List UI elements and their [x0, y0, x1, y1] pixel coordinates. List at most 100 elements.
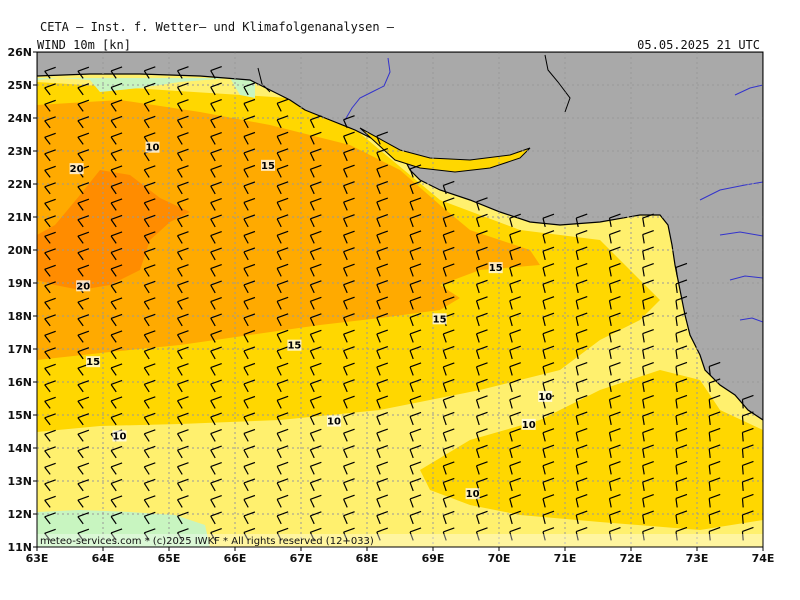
wind-barb: [642, 394, 654, 409]
wind-barb: [575, 296, 588, 310]
wind-barb: [675, 411, 688, 425]
wind-barb: [608, 378, 621, 393]
lat-tick-label: 26N: [7, 46, 32, 59]
wind-barb: [608, 279, 621, 294]
wind-barb: [44, 66, 56, 79]
wind-barb: [608, 494, 621, 508]
wind-barb: [77, 297, 90, 310]
wind-barb: [110, 214, 123, 228]
wind-barb: [442, 378, 455, 393]
wind-barb: [708, 526, 721, 541]
wind-barb: [642, 229, 654, 244]
wind-barb: [642, 460, 654, 475]
lon-tick-label: 65E: [158, 552, 181, 565]
wind-barb: [509, 296, 521, 310]
wind-barb: [343, 478, 355, 492]
wind-barb: [110, 412, 123, 426]
wind-barb: [642, 279, 654, 293]
lat-tick-label: 12N: [7, 508, 32, 521]
wind-barb: [309, 230, 322, 244]
wind-barb: [542, 263, 555, 277]
wind-barb: [542, 230, 555, 244]
wind-barb: [276, 362, 289, 376]
wind-barb: [741, 477, 754, 491]
wind-barb: [475, 411, 488, 426]
wind-barb: [708, 510, 721, 524]
wind-barb: [243, 98, 256, 112]
wind-barb: [509, 395, 521, 409]
wind-barb: [475, 279, 488, 294]
wind-barb: [309, 527, 322, 541]
axis-ticks: 63E 64E 65E 66E 67E 68E 69E 70E 71E 72E 73E 74E 26N 2…: [7, 46, 774, 565]
lon-tick-label: 69E: [422, 552, 445, 565]
wind-barb: [509, 279, 521, 294]
wind-barb: [44, 248, 56, 261]
wind-barb: [276, 98, 289, 112]
wind-barb: [110, 148, 123, 162]
wind-barb: [44, 215, 56, 228]
wind-barb: [77, 248, 90, 261]
wind-barb: [276, 329, 289, 343]
wind-barb: [44, 264, 56, 277]
wind-barb: [110, 478, 123, 492]
wind-barb: [176, 99, 189, 112]
wind-barb: [276, 296, 289, 310]
wind-barb: [608, 312, 621, 327]
wind-barb: [575, 345, 588, 360]
wind-barb: [243, 230, 256, 244]
wind-barb: [509, 411, 521, 426]
lat-tick-label: 22N: [7, 178, 32, 191]
wind-barb: [176, 379, 189, 393]
wind-barb: [110, 132, 123, 145]
wind-barb: [44, 363, 56, 376]
borders: [257, 54, 571, 113]
wind-barb: [509, 527, 521, 541]
wind-barb: [575, 477, 588, 492]
wind-barb: [376, 362, 389, 376]
wind-barb: [77, 396, 90, 409]
wind-barb: [243, 362, 256, 376]
wind-barb: [210, 396, 222, 409]
wind-barb: [110, 181, 123, 195]
wind-barb: [509, 428, 521, 442]
wind-barb: [143, 412, 156, 426]
wind-barb: [110, 363, 123, 376]
wind-barb: [708, 444, 721, 458]
wind-barb: [110, 165, 123, 178]
contour-label: 20: [70, 164, 84, 175]
wind-barb: [475, 296, 488, 310]
wind-barb: [442, 461, 455, 475]
wind-barb: [210, 346, 222, 360]
wind-barb: [176, 511, 189, 525]
wind-barb: [276, 461, 289, 475]
lon-tick-label: 74E: [752, 552, 775, 565]
wind-barb: [176, 346, 189, 360]
wind-barb: [542, 312, 555, 327]
wind-barb: [309, 263, 322, 277]
wind-barb: [143, 214, 156, 228]
wind-barb: [243, 197, 256, 211]
wind-barb: [176, 297, 189, 310]
wind-barb: [110, 495, 123, 508]
wind-barb: [110, 66, 123, 79]
wind-barb: [243, 115, 256, 129]
wind-barb: [509, 362, 521, 376]
band-20-25: [37, 100, 540, 360]
wind-barb: [309, 197, 322, 211]
wind-barb: [210, 478, 222, 492]
wind-barb: [243, 494, 256, 508]
wind-barb: [343, 263, 355, 277]
wind-barb: [409, 477, 422, 492]
wind-barb: [77, 66, 90, 79]
lon-tick-label: 73E: [686, 552, 709, 565]
wind-barb: [210, 165, 222, 178]
wind-barb: [675, 526, 688, 541]
wind-barb: [77, 231, 90, 244]
wind-barb: [243, 379, 256, 393]
wind-barb: [44, 446, 56, 459]
wind-barb: [77, 116, 90, 129]
wind-barb: [343, 181, 355, 195]
wind-barb: [276, 412, 289, 426]
wind-barb: [542, 329, 555, 343]
wind-barb: [741, 510, 754, 524]
